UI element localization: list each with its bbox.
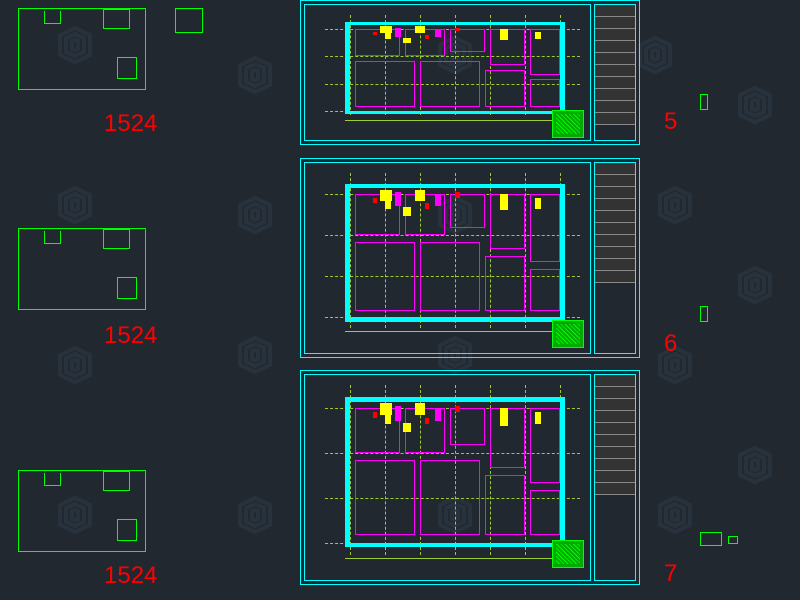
watermark-logo <box>230 330 280 380</box>
watermark-logo <box>50 180 100 230</box>
watermark-logo <box>730 440 780 490</box>
drawing-sheet-2 <box>300 370 640 585</box>
dimension-label: 1524 <box>104 110 157 138</box>
outline-plan-0 <box>18 8 146 90</box>
watermark-logo <box>230 50 280 100</box>
watermark-logo <box>730 80 780 130</box>
dimension-label: 1524 <box>104 562 157 590</box>
drawing-sheet-1 <box>300 158 640 358</box>
sheet-number-label: 6 <box>664 330 677 358</box>
north-arrow-block <box>552 540 584 568</box>
drawing-sheet-0 <box>300 0 640 145</box>
titleblock <box>594 374 636 581</box>
watermark-logo <box>730 260 780 310</box>
sheet-number-label: 7 <box>664 560 677 588</box>
north-arrow-block <box>552 110 584 138</box>
key-shape-3 <box>728 536 738 544</box>
key-shape-2 <box>700 532 722 546</box>
separate-outline-0 <box>175 8 203 33</box>
watermark-logo <box>50 340 100 390</box>
key-shape-0 <box>700 94 708 110</box>
watermark-logo <box>650 490 700 540</box>
north-arrow-block <box>552 320 584 348</box>
titleblock <box>594 162 636 354</box>
outline-plan-2 <box>18 470 146 552</box>
dimension-label: 1524 <box>104 322 157 350</box>
outline-plan-1 <box>18 228 146 310</box>
key-shape-1 <box>700 306 708 322</box>
watermark-logo <box>230 490 280 540</box>
sheet-number-label: 5 <box>664 108 677 136</box>
watermark-logo <box>230 190 280 240</box>
titleblock <box>594 4 636 141</box>
watermark-logo <box>650 180 700 230</box>
